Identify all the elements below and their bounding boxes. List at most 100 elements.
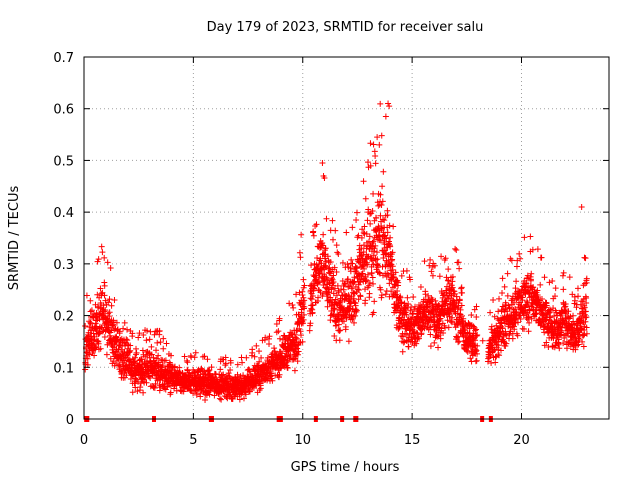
- data-point: [488, 326, 495, 333]
- data-point: [376, 269, 383, 276]
- data-point: [143, 337, 150, 344]
- data-point: [581, 331, 588, 338]
- data-point: [253, 342, 260, 349]
- data-point: [127, 347, 134, 354]
- data-point: [386, 280, 393, 287]
- data-point: [300, 276, 307, 283]
- data-point: [222, 362, 229, 369]
- data-point: [562, 309, 569, 316]
- data-point: [449, 284, 456, 291]
- data-point: [582, 308, 589, 315]
- data-point: [369, 257, 376, 264]
- data-point: [321, 266, 328, 273]
- data-point: [301, 303, 308, 310]
- data-point: [349, 260, 356, 267]
- data-point: [377, 237, 384, 244]
- data-point: [108, 302, 115, 309]
- data-point: [429, 296, 436, 303]
- data-point: [562, 300, 569, 307]
- data-point: [378, 132, 385, 139]
- y-tick-label: 0.6: [53, 103, 74, 118]
- data-point: [104, 259, 111, 266]
- data-point: [367, 210, 374, 217]
- data-point: [523, 280, 530, 287]
- data-point: [334, 282, 341, 289]
- data-point: [473, 332, 480, 339]
- data-point: [537, 281, 544, 288]
- data-point: [293, 291, 300, 298]
- data-point: [431, 339, 438, 346]
- data-point: [292, 334, 299, 341]
- data-point: [216, 395, 223, 402]
- data-point: [327, 294, 334, 301]
- data-point: [583, 300, 590, 307]
- data-point: [108, 327, 115, 334]
- data-point: [510, 299, 517, 306]
- data-point: [407, 276, 414, 283]
- data-point: [449, 314, 456, 321]
- data-point: [389, 249, 396, 256]
- data-point: [91, 352, 98, 359]
- data-point: [429, 272, 436, 279]
- data-point: [491, 313, 498, 320]
- data-point: [94, 258, 101, 265]
- data-point: [444, 277, 451, 284]
- data-point: [335, 250, 342, 257]
- data-point: [269, 377, 276, 384]
- data-point: [467, 355, 474, 362]
- data-point: [437, 335, 444, 342]
- data-point: [217, 366, 224, 373]
- data-point: [538, 254, 545, 261]
- data-point: [552, 293, 559, 300]
- data-point: [427, 331, 434, 338]
- data-point: [334, 249, 341, 256]
- data-point: [363, 277, 370, 284]
- data-point: [236, 396, 243, 403]
- data-point: [519, 294, 526, 301]
- data-point: [320, 231, 327, 238]
- data-point: [201, 353, 208, 360]
- data-point: [358, 234, 365, 241]
- data-point: [155, 352, 162, 359]
- data-point: [97, 285, 104, 292]
- data-point: [143, 379, 150, 386]
- data-point: [496, 352, 503, 359]
- data-point: [308, 305, 315, 312]
- data-point: [116, 328, 123, 335]
- data-point: [280, 332, 287, 339]
- data-point: [495, 346, 502, 353]
- data-point: [405, 343, 412, 350]
- data-point: [337, 327, 344, 334]
- data-point: [275, 328, 282, 335]
- data-point: [299, 291, 306, 298]
- data-point: [543, 339, 550, 346]
- data-point: [546, 306, 553, 313]
- data-point: [333, 268, 340, 275]
- data-point: [350, 279, 357, 286]
- data-point: [398, 272, 405, 279]
- data-point: [511, 326, 518, 333]
- data-point: [92, 320, 99, 327]
- data-point: [162, 357, 169, 364]
- data-point: [129, 389, 136, 396]
- data-point: [449, 273, 456, 280]
- data-point: [234, 361, 241, 368]
- data-point: [399, 333, 406, 340]
- data-point: [340, 286, 347, 293]
- data-point: [82, 322, 89, 329]
- data-point: [447, 318, 454, 325]
- data-point: [315, 294, 322, 301]
- data-point: [364, 271, 371, 278]
- data-point: [508, 257, 515, 264]
- data-point: [403, 267, 410, 274]
- data-point: [377, 191, 384, 198]
- data-point: [365, 206, 372, 213]
- data-point: [512, 285, 519, 292]
- data-point: [331, 332, 338, 339]
- data-point: [97, 345, 104, 352]
- data-point: [101, 334, 108, 341]
- chart-title: Day 179 of 2023, SRMTID for receiver sal…: [207, 20, 484, 35]
- data-point: [553, 317, 560, 324]
- data-point: [575, 341, 582, 348]
